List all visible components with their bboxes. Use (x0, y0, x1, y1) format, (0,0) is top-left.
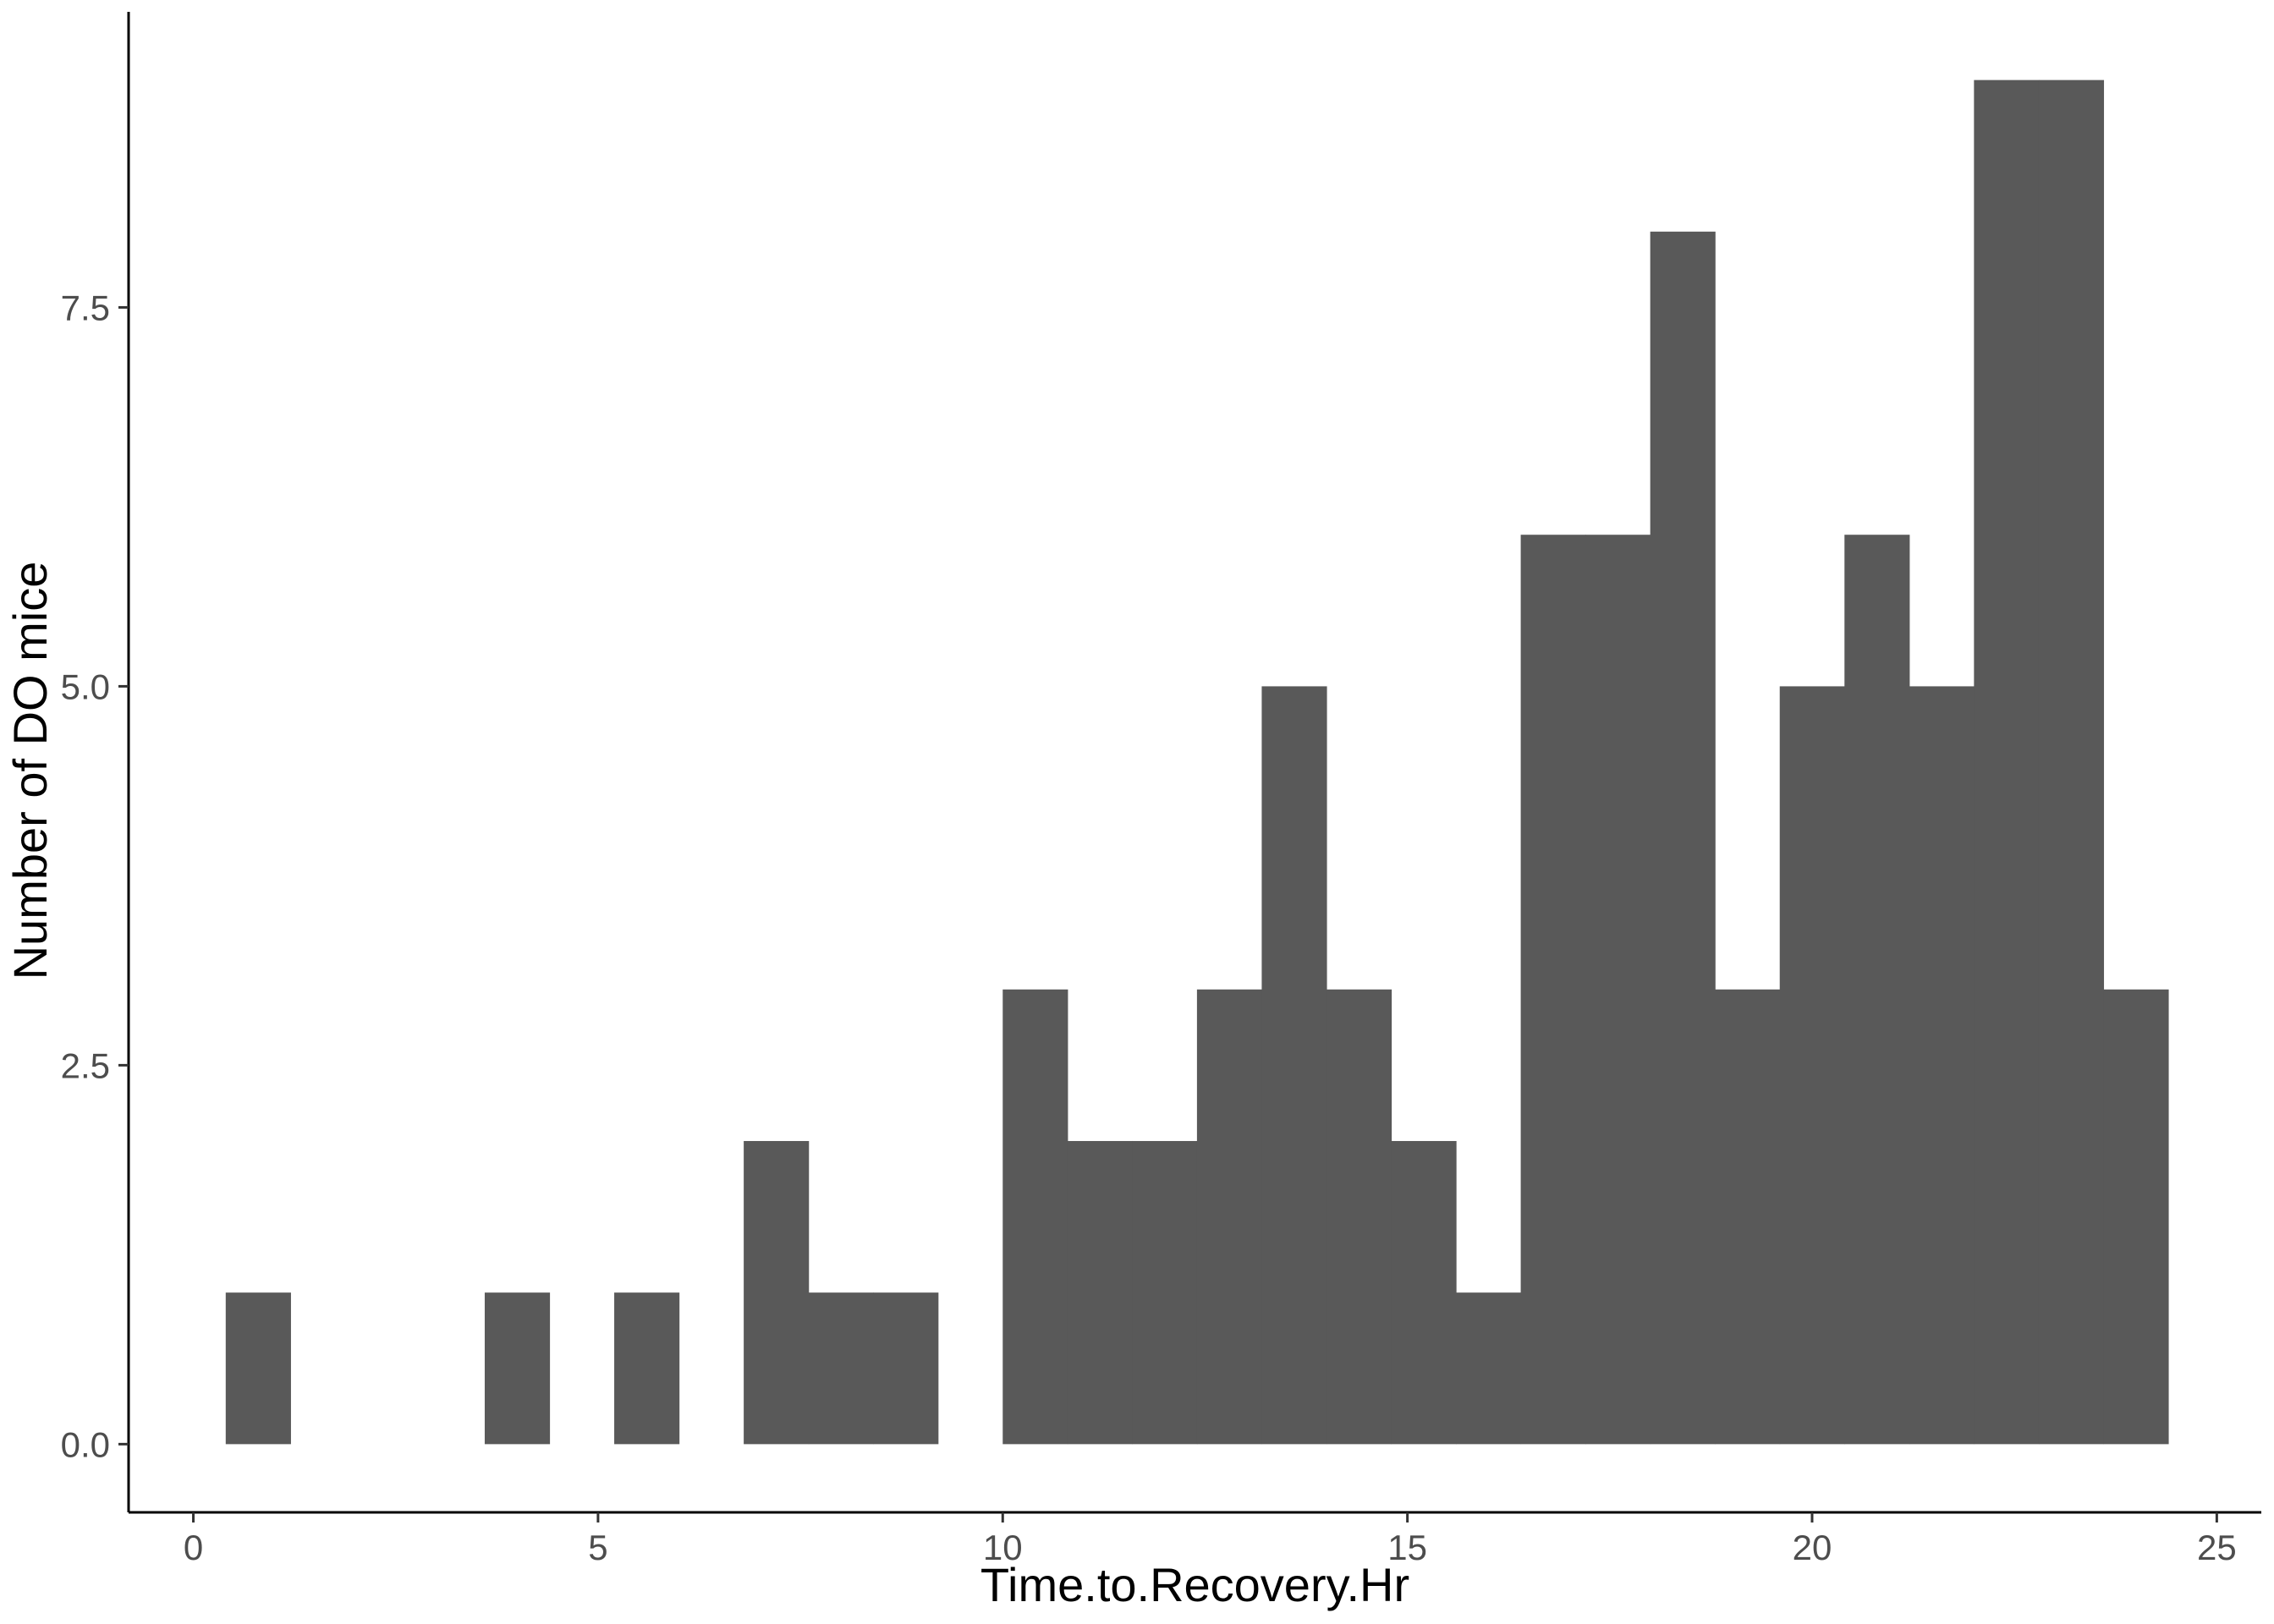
histogram-bar-21 (1909, 686, 1975, 1445)
y-tick-label: 2.5 (61, 1045, 110, 1085)
y-axis-title: Number of DO mice (3, 562, 57, 980)
histogram-bar-22 (1974, 80, 2040, 1445)
x-tick-label: 10 (983, 1528, 1023, 1567)
histogram-bar-1 (225, 1292, 291, 1445)
y-tick-label: 0.0 (61, 1424, 110, 1464)
histogram-bar-19 (1779, 686, 1845, 1445)
histogram-bar-4 (744, 1140, 810, 1445)
histogram-bar-13 (1391, 1140, 1457, 1445)
histogram-bar-17 (1650, 231, 1716, 1445)
histogram-bar-23 (2038, 80, 2105, 1445)
histogram-bar-15 (1520, 535, 1586, 1445)
histogram-bar-10 (1196, 989, 1263, 1445)
histogram-bar-2 (484, 1292, 551, 1445)
histogram-bar-3 (614, 1292, 680, 1445)
histogram-bar-24 (2103, 989, 2169, 1445)
x-tick-label: 25 (2197, 1528, 2237, 1567)
x-tick-label: 15 (1387, 1528, 1427, 1567)
y-tick-label: 7.5 (61, 288, 110, 327)
x-axis-ticks: 0 5 10 15 20 25 (184, 1512, 2237, 1567)
histogram-bar-11 (1261, 686, 1327, 1445)
histogram-bar-5 (808, 1292, 874, 1445)
x-tick-label: 5 (588, 1528, 607, 1567)
y-tick-label: 5.0 (61, 667, 110, 706)
histogram-bar-20 (1844, 535, 1910, 1445)
histogram-bar-7 (1002, 989, 1068, 1445)
y-axis-ticks: 0.0 2.5 5.0 7.5 (61, 288, 129, 1464)
histogram-bar-12 (1326, 989, 1392, 1445)
histogram-bar-18 (1715, 989, 1781, 1445)
x-tick-label: 20 (1793, 1528, 1832, 1567)
histogram-bar-16 (1585, 535, 1651, 1445)
histogram-bar-6 (873, 1292, 939, 1445)
histogram-bar-8 (1067, 1140, 1133, 1445)
histogram-bar-14 (1456, 1292, 1522, 1445)
histogram-bar-9 (1132, 1140, 1198, 1445)
x-axis-title: Time.to.Recovery.Hr (980, 1558, 1409, 1611)
histogram-bars (225, 80, 2169, 1445)
x-tick-label: 0 (184, 1528, 203, 1567)
